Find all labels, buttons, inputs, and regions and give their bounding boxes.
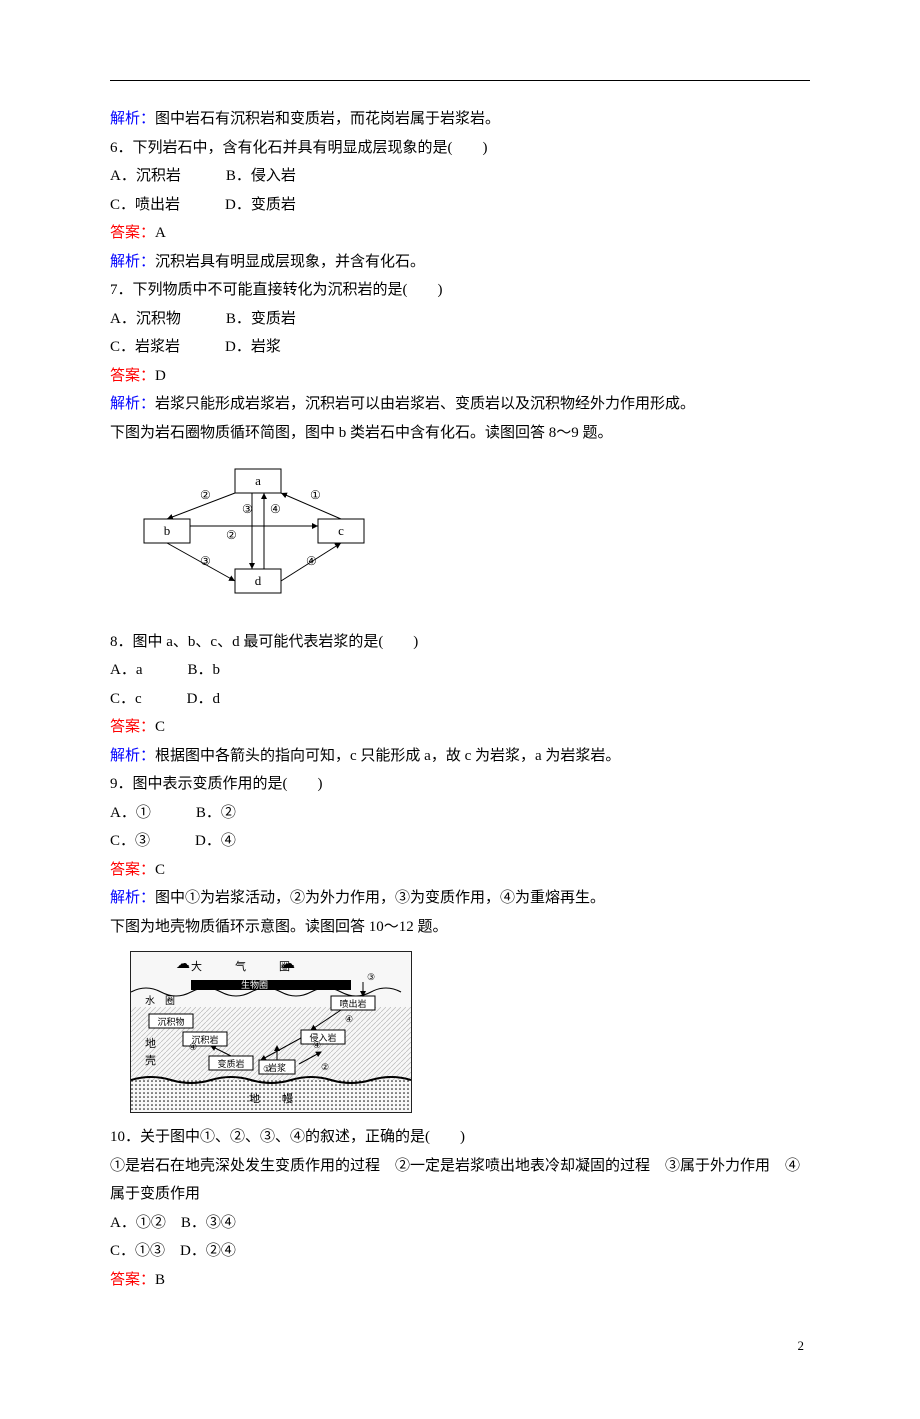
- svg-text:d: d: [255, 573, 262, 588]
- answer-label: 答案：: [110, 862, 155, 878]
- svg-text:喷出岩: 喷出岩: [339, 998, 366, 1009]
- diagram-1012-svg: ☁☁大 气 圈生物圈水 圈沉积物地壳沉积岩变质岩岩浆侵入岩喷出岩①②③④④④地 …: [130, 951, 412, 1113]
- q7-answer: 答案：D: [110, 362, 810, 391]
- answer-label: 答案：: [110, 368, 155, 384]
- q9-answer-val: C: [155, 862, 165, 878]
- diagram-rock-cycle-simple: abcd①②③④②③④: [130, 457, 810, 618]
- svg-text:地: 地: [145, 1037, 156, 1050]
- intro-8-9: 下图为岩石圈物质循环简图，图中 b 类岩石中含有化石。读图回答 8～9 题。: [110, 419, 810, 448]
- q6-analysis: 解析：沉积岩具有明显成层现象，并含有化石。: [110, 248, 810, 277]
- q8-answer: 答案：C: [110, 713, 810, 742]
- svg-text:壳: 壳: [145, 1053, 156, 1067]
- q9-analysis: 解析：图中①为岩浆活动，②为外力作用，③为变质作用，④为重熔再生。: [110, 884, 810, 913]
- answer-label: 答案：: [110, 225, 155, 241]
- svg-text:生物圈: 生物圈: [241, 979, 268, 990]
- q9-stem: 9．图中表示变质作用的是( ): [110, 770, 810, 799]
- q9-optC: C．③ D．④: [110, 827, 810, 856]
- svg-text:④: ④: [189, 1042, 197, 1052]
- q6-stem: 6．下列岩石中，含有化石并具有明显成层现象的是( ): [110, 134, 810, 163]
- q10-optC: C．①③ D．②④: [110, 1237, 810, 1266]
- svg-text:水 圈: 水 圈: [145, 995, 175, 1007]
- svg-text:②: ②: [226, 528, 237, 542]
- svg-text:③: ③: [242, 502, 253, 516]
- q8-optC: C．c D．d: [110, 685, 810, 714]
- svg-text:地 幔: 地 幔: [249, 1092, 293, 1105]
- answer-label: 答案：: [110, 719, 155, 735]
- q7-answer-val: D: [155, 368, 166, 384]
- q7-optC: C．岩浆岩 D．岩浆: [110, 333, 810, 362]
- q6-answer-val: A: [155, 225, 166, 241]
- svg-text:b: b: [164, 523, 171, 538]
- q5-analysis-text: 图中岩石有沉积岩和变质岩，而花岗岩属于岩浆岩。: [155, 111, 500, 127]
- q7-optA: A．沉积物 B．变质岩: [110, 305, 810, 334]
- q10-answer-val: B: [155, 1272, 165, 1288]
- q6-optA: A．沉积岩 B．侵入岩: [110, 162, 810, 191]
- svg-text:a: a: [255, 473, 261, 488]
- q6-optC: C．喷出岩 D．变质岩: [110, 191, 810, 220]
- svg-text:④: ④: [306, 554, 317, 568]
- q8-analysis: 解析：根据图中各箭头的指向可知，c 只能形成 a，故 c 为岩浆，a 为岩浆岩。: [110, 742, 810, 771]
- svg-text:☁: ☁: [176, 957, 190, 972]
- svg-text:④: ④: [345, 1014, 353, 1024]
- q8-stem: 8．图中 a、b、c、d 最可能代表岩浆的是( ): [110, 628, 810, 657]
- svg-text:②: ②: [200, 488, 211, 502]
- q6-answer: 答案：A: [110, 219, 810, 248]
- diagram-crust-cycle: ☁☁大 气 圈生物圈水 圈沉积物地壳沉积岩变质岩岩浆侵入岩喷出岩①②③④④④地 …: [130, 951, 810, 1113]
- svg-text:③: ③: [200, 554, 211, 568]
- svg-text:①: ①: [263, 1064, 271, 1074]
- analysis-label: 解析：: [110, 396, 155, 412]
- q8-answer-val: C: [155, 719, 165, 735]
- q9-analysis-text: 图中①为岩浆活动，②为外力作用，③为变质作用，④为重熔再生。: [155, 890, 605, 906]
- q10-stem: 10．关于图中①、②、③、④的叙述，正确的是( ): [110, 1123, 810, 1152]
- analysis-label: 解析：: [110, 254, 155, 270]
- q10-statements: ①是岩石在地壳深处发生变质作用的过程 ②一定是岩浆喷出地表冷却凝固的过程 ③属于…: [110, 1152, 810, 1209]
- analysis-label: 解析：: [110, 890, 155, 906]
- q8-analysis-text: 根据图中各箭头的指向可知，c 只能形成 a，故 c 为岩浆，a 为岩浆岩。: [155, 748, 620, 764]
- svg-text:c: c: [338, 523, 344, 538]
- answer-label: 答案：: [110, 1272, 155, 1288]
- svg-text:大 气 圈: 大 气 圈: [191, 959, 290, 973]
- q5-analysis: 解析：图中岩石有沉积岩和变质岩，而花岗岩属于岩浆岩。: [110, 105, 810, 134]
- svg-text:沉积物: 沉积物: [157, 1016, 184, 1027]
- q9-optA: A．① B．②: [110, 799, 810, 828]
- svg-text:④: ④: [313, 1040, 321, 1050]
- analysis-label: 解析：: [110, 748, 155, 764]
- intro-10-12: 下图为地壳物质循环示意图。读图回答 10～12 题。: [110, 913, 810, 942]
- analysis-label: 解析：: [110, 111, 155, 127]
- q6-analysis-text: 沉积岩具有明显成层现象，并含有化石。: [155, 254, 425, 270]
- q9-answer: 答案：C: [110, 856, 810, 885]
- q7-analysis: 解析：岩浆只能形成岩浆岩，沉积岩可以由岩浆岩、变质岩以及沉积物经外力作用形成。: [110, 390, 810, 419]
- svg-text:③: ③: [367, 972, 375, 982]
- q10-answer: 答案：B: [110, 1266, 810, 1295]
- page-number: 2: [110, 1334, 810, 1359]
- q8-optA: A．a B．b: [110, 656, 810, 685]
- svg-text:①: ①: [310, 488, 321, 502]
- top-rule: [110, 80, 810, 81]
- svg-text:变质岩: 变质岩: [217, 1058, 244, 1069]
- q7-stem: 7．下列物质中不可能直接转化为沉积岩的是( ): [110, 276, 810, 305]
- svg-text:④: ④: [270, 502, 281, 516]
- svg-text:②: ②: [321, 1062, 329, 1072]
- q7-analysis-text: 岩浆只能形成岩浆岩，沉积岩可以由岩浆岩、变质岩以及沉积物经外力作用形成。: [155, 396, 695, 412]
- diagram-89-svg: abcd①②③④②③④: [130, 457, 380, 607]
- q10-optA: A．①② B．③④: [110, 1209, 810, 1238]
